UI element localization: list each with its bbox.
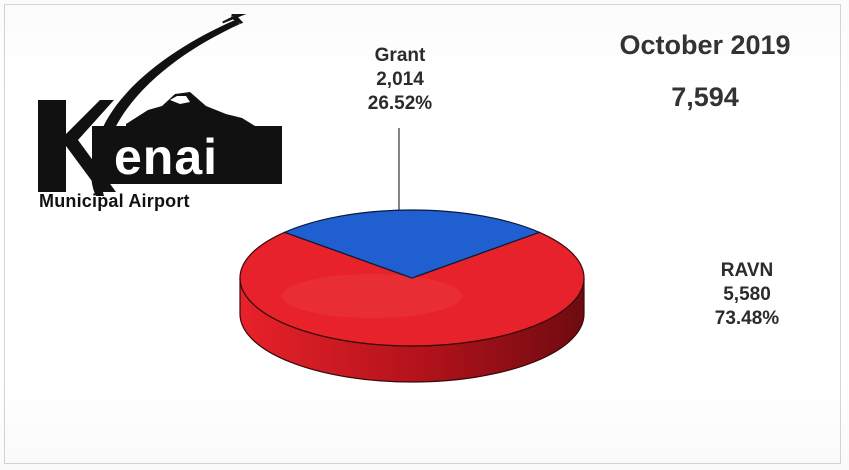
- logo-wordmark: enai: [114, 129, 218, 185]
- pie-slice-grant: [283, 209, 541, 279]
- logo-swoosh: [91, 20, 240, 196]
- logo-band: [92, 126, 282, 184]
- slice-label-grant-percent: 26.52%: [367, 93, 433, 114]
- slice-label-ravn-name: RAVN: [720, 260, 774, 281]
- logo-mountain-snow: [170, 96, 190, 104]
- airplane-icon: [222, 14, 252, 24]
- slice-label-grant-name: Grant: [374, 45, 426, 66]
- pie-slice-ravn: [239, 231, 585, 347]
- kenai-airport-logo: enai: [38, 14, 282, 196]
- slice-label-ravn: RAVN 5,580 73.48%: [687, 259, 807, 331]
- logo-mountain: [126, 92, 255, 126]
- chart-title-month: October 2019: [619, 30, 791, 60]
- chart-title-total: 7,594: [671, 82, 739, 112]
- logo-k-arm: [66, 100, 116, 192]
- slice-label-ravn-percent: 73.48%: [714, 308, 780, 329]
- logo-subtitle: Municipal Airport: [39, 191, 190, 211]
- pie-highlight: [282, 274, 462, 318]
- slice-label-ravn-value: 5,580: [723, 284, 771, 305]
- slice-label-grant-value: 2,014: [376, 69, 424, 90]
- slice-label-grant: Grant 2,014 26.52%: [340, 44, 460, 116]
- logo-k-stem: [38, 100, 66, 192]
